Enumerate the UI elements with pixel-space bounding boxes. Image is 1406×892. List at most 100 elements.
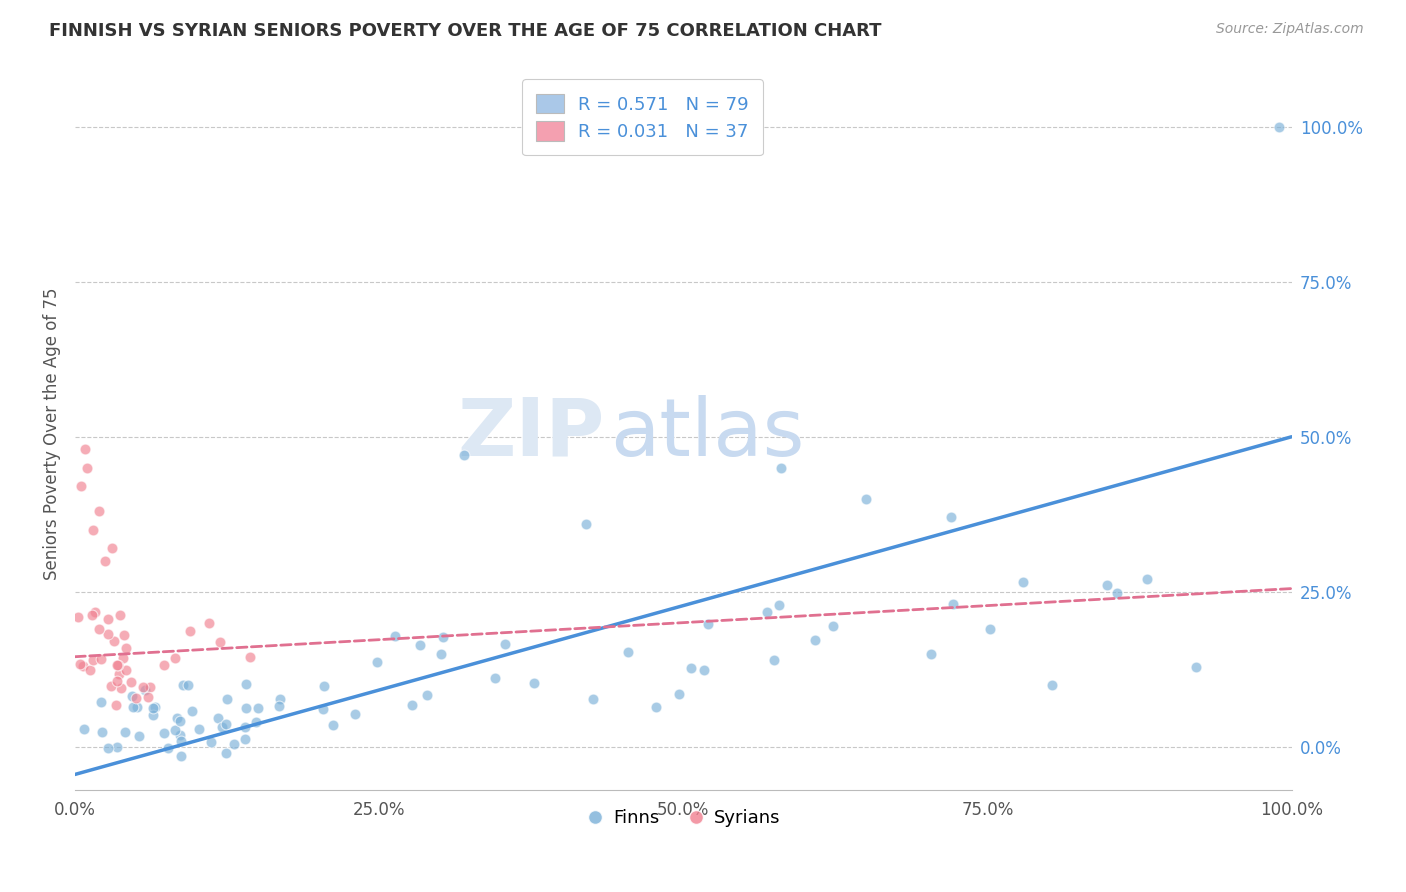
Point <box>120 675 142 690</box>
Point <box>82 608 104 623</box>
Point <box>82 523 104 537</box>
Point <box>267 699 290 714</box>
Point <box>107 658 129 673</box>
Point <box>172 678 194 692</box>
Point <box>114 628 136 642</box>
Point <box>73 723 96 737</box>
Point <box>582 691 605 706</box>
Point <box>100 541 122 556</box>
Point <box>693 664 716 678</box>
Point <box>343 706 366 721</box>
Point <box>181 704 204 718</box>
Point <box>103 634 125 648</box>
Point <box>100 679 122 693</box>
Point <box>1185 660 1208 674</box>
Point <box>110 681 132 695</box>
Legend: Finns, Syrians: Finns, Syrians <box>579 802 787 834</box>
Point <box>90 695 112 709</box>
Point <box>453 448 475 462</box>
Point <box>70 479 93 493</box>
Point <box>1268 120 1291 134</box>
Point <box>616 645 638 659</box>
Point <box>415 688 437 702</box>
Point <box>246 701 269 715</box>
Point <box>170 748 193 763</box>
Point <box>1097 578 1119 592</box>
Point <box>269 692 291 706</box>
Point <box>494 637 516 651</box>
Point <box>756 605 779 619</box>
Point <box>134 683 156 698</box>
Point <box>131 680 153 694</box>
Point <box>153 726 176 740</box>
Point <box>97 626 120 640</box>
Point <box>188 723 211 737</box>
Point <box>170 734 193 748</box>
Point <box>156 740 179 755</box>
Point <box>73 442 96 457</box>
Point <box>69 657 91 671</box>
Point <box>177 677 200 691</box>
Text: FINNISH VS SYRIAN SENIORS POVERTY OVER THE AGE OF 75 CORRELATION CHART: FINNISH VS SYRIAN SENIORS POVERTY OVER T… <box>49 22 882 40</box>
Point <box>233 731 256 746</box>
Point <box>768 598 790 612</box>
Point <box>769 460 792 475</box>
Point <box>804 633 827 648</box>
Point <box>72 659 94 673</box>
Point <box>312 701 335 715</box>
Point <box>142 707 165 722</box>
Point <box>121 690 143 704</box>
Point <box>165 651 187 665</box>
Point <box>697 617 720 632</box>
Point <box>208 635 231 649</box>
Point <box>484 671 506 685</box>
Point <box>179 624 201 638</box>
Point <box>136 690 159 704</box>
Point <box>245 714 267 729</box>
Text: ZIP: ZIP <box>457 394 605 473</box>
Point <box>90 725 112 739</box>
Point <box>128 729 150 743</box>
Point <box>239 649 262 664</box>
Point <box>94 554 117 568</box>
Point <box>763 653 786 667</box>
Point <box>122 699 145 714</box>
Point <box>409 638 432 652</box>
Point <box>111 651 134 665</box>
Point <box>214 717 236 731</box>
Point <box>169 728 191 742</box>
Point <box>115 663 138 677</box>
Point <box>67 610 90 624</box>
Point <box>169 714 191 728</box>
Point <box>679 661 702 675</box>
Point <box>89 504 111 518</box>
Point <box>668 687 690 701</box>
Point <box>207 711 229 725</box>
Point <box>217 692 239 706</box>
Point <box>145 700 167 714</box>
Y-axis label: Seniors Poverty Over the Age of 75: Seniors Poverty Over the Age of 75 <box>44 287 60 580</box>
Point <box>107 667 129 681</box>
Point <box>384 629 406 643</box>
Point <box>821 619 844 633</box>
Point <box>235 701 257 715</box>
Point <box>366 655 388 669</box>
Point <box>83 605 105 619</box>
Point <box>79 663 101 677</box>
Point <box>855 491 877 506</box>
Point <box>163 723 186 737</box>
Point <box>82 653 104 667</box>
Point <box>200 735 222 749</box>
Point <box>432 630 454 644</box>
Point <box>115 640 138 655</box>
Point <box>1040 678 1063 692</box>
Point <box>233 720 256 734</box>
Point <box>89 622 111 636</box>
Point <box>942 597 965 611</box>
Point <box>1136 572 1159 586</box>
Point <box>105 658 128 673</box>
Point <box>153 657 176 672</box>
Point <box>105 673 128 688</box>
Point <box>166 710 188 724</box>
Text: atlas: atlas <box>610 394 804 473</box>
